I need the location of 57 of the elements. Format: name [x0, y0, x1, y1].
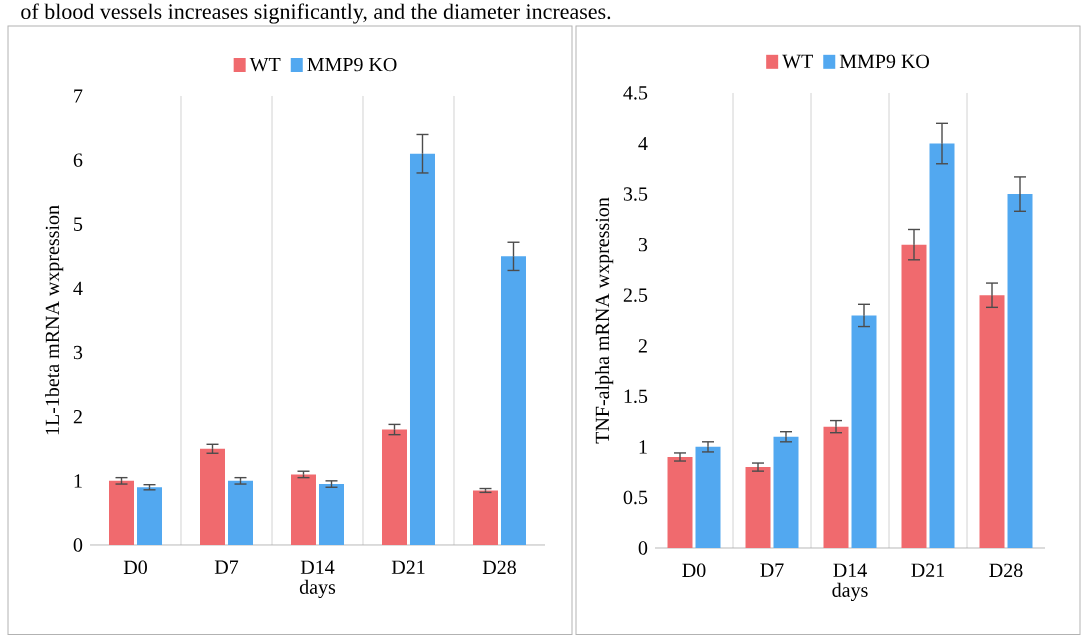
bar	[901, 244, 927, 548]
y-tick-label: 3	[73, 345, 83, 360]
legend-label: WT	[782, 54, 813, 69]
bar	[137, 487, 163, 545]
y-tick-label: 1	[639, 440, 647, 454]
y-tick-label: 1	[74, 474, 82, 488]
y-tick-label: 4.5	[623, 86, 648, 100]
text: of blood vessels increases significantly, and the diameter increases.	[21, 3, 611, 24]
y-axis-title: TNF-alpha mRNA wxpression	[595, 197, 614, 444]
bar	[382, 429, 407, 545]
bar	[319, 484, 344, 545]
bar	[228, 480, 253, 545]
y-tick-label: 1.5	[624, 389, 648, 404]
legend-label: MMP9 KO	[839, 54, 929, 69]
y-tick-label: 2	[638, 339, 647, 353]
x-tick-label: D14	[300, 560, 335, 574]
bar	[979, 295, 1005, 548]
bar	[501, 256, 526, 545]
x-axis-title: days	[832, 582, 868, 602]
bar	[109, 480, 134, 545]
x-axis-title: days	[299, 579, 336, 599]
bar	[745, 467, 771, 548]
y-tick-label: 0	[638, 541, 648, 555]
legend-label: WT	[249, 57, 281, 72]
y-tick-label: 6	[73, 153, 83, 167]
y-tick-label: 0	[73, 538, 83, 552]
bar	[695, 446, 721, 548]
x-tick-label: D7	[214, 560, 239, 574]
y-axis-title: 1L-1beta mRNA wxpression	[45, 205, 64, 435]
x-tick-label: D14	[833, 563, 867, 577]
y-tick-label: 3.5	[623, 187, 648, 201]
y-tick-label: 2.5	[623, 288, 648, 302]
y-tick-label: 4	[638, 136, 648, 151]
y-tick-label: 3	[638, 237, 648, 252]
y-tick-label: 0.5	[623, 490, 648, 505]
y-tick-label: 5	[74, 217, 83, 231]
x-tick-label: D0	[123, 560, 147, 575]
x-tick-label: D28	[482, 560, 516, 575]
bar	[1007, 194, 1033, 548]
legend-label: MMP9 KO	[307, 57, 397, 72]
bar	[291, 474, 316, 545]
x-tick-label: D0	[682, 563, 706, 578]
x-tick-label: D21	[911, 563, 945, 577]
y-tick-label: 4	[73, 281, 83, 295]
bar	[472, 490, 498, 545]
x-tick-label: D7	[760, 563, 784, 577]
y-tick-label: 2	[73, 410, 82, 424]
y-tick-label: 7	[74, 89, 83, 103]
bar	[823, 426, 849, 548]
bar	[773, 436, 799, 548]
x-tick-label: D28	[989, 563, 1023, 578]
bar	[851, 315, 877, 548]
bar	[667, 456, 693, 548]
x-tick-label: D21	[391, 560, 425, 574]
bar	[409, 153, 435, 545]
bar	[929, 143, 955, 548]
bar	[200, 448, 225, 545]
